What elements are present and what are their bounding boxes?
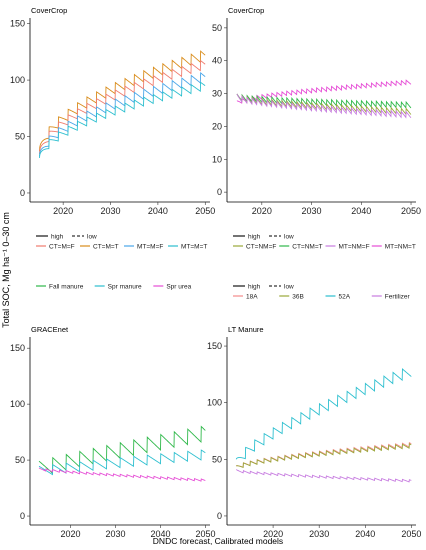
series-line-36B bbox=[235, 443, 412, 469]
legend-label: 36B bbox=[292, 294, 304, 301]
y-tick-label: 50 bbox=[212, 454, 222, 464]
y-tick-label: 30 bbox=[212, 89, 222, 99]
y-tick-label: 40 bbox=[212, 56, 222, 66]
legend-label: MT=NM=F bbox=[339, 244, 370, 251]
y-tick-label: 50 bbox=[15, 455, 25, 465]
legend-label: MT=M=T bbox=[181, 244, 207, 251]
x-tick-label: 2020 bbox=[60, 529, 80, 539]
legend-label: 18A bbox=[246, 294, 258, 301]
x-tick-label: 2020 bbox=[53, 206, 73, 216]
legend-high-label: high bbox=[51, 234, 64, 241]
y-tick-label: 50 bbox=[15, 132, 25, 142]
series-line-52A bbox=[235, 368, 412, 460]
x-tick-label: 2050 bbox=[401, 206, 421, 216]
series-line-MT=NM=F bbox=[236, 93, 412, 119]
panel-title: CoverCrop bbox=[31, 6, 67, 15]
y-tick-label: 100 bbox=[10, 75, 25, 85]
panel-3: GRACEnet 0 50 100 150 2020 2030 2040 2050 Fall ma… bbox=[10, 284, 216, 540]
y-tick-label: 0 bbox=[20, 511, 25, 521]
x-tick-label: 2020 bbox=[263, 529, 283, 539]
y-axis-title: Total SOC, Mg ha⁻¹ 0–30 cm bbox=[1, 212, 11, 328]
y-tick-label: 50 bbox=[212, 23, 222, 33]
legend-label: MT=NM=T bbox=[385, 244, 416, 251]
legend-low-label: low bbox=[284, 284, 294, 291]
legend-label: Fertilizer bbox=[385, 294, 411, 301]
legend-high-label: high bbox=[248, 234, 261, 241]
legend-label: 52A bbox=[339, 294, 351, 301]
x-tick-label: 2020 bbox=[252, 206, 272, 216]
legend-label: Spr manure bbox=[108, 284, 142, 291]
y-tick-label: 150 bbox=[207, 341, 222, 351]
series-line-MT=M=T bbox=[39, 81, 206, 159]
series-line-CT=NM=T bbox=[236, 93, 412, 109]
x-tick-label: 2050 bbox=[195, 529, 215, 539]
panel-title: GRACEnet bbox=[31, 325, 69, 334]
legend-3: Fall manure Spr manure Spr urea bbox=[36, 284, 192, 291]
panel-title: CoverCrop bbox=[228, 6, 264, 15]
y-tick-label: 0 bbox=[217, 187, 222, 197]
y-tick-label: 100 bbox=[10, 399, 25, 409]
y-tick-label: 0 bbox=[20, 188, 25, 198]
legend-4: high low 18A 36B 52A Fertilizer bbox=[233, 284, 411, 301]
legend-2: high low CT=NM=F CT=NM=T MT=NM=F MT=NM=T bbox=[233, 234, 416, 251]
x-tick-label: 2040 bbox=[148, 206, 168, 216]
y-tick-label: 150 bbox=[10, 343, 25, 353]
legend-label: CT=M=T bbox=[93, 244, 119, 251]
y-tick-label: 0 bbox=[217, 511, 222, 521]
y-tick-label: 20 bbox=[212, 121, 222, 131]
legend-1: high low CT=M=F CT=M=T MT=M=F MT=M=T bbox=[36, 234, 207, 251]
panel-4: LT Manure 0 50 100 150 2020 2030 2040 2050 high lo… bbox=[207, 284, 421, 540]
series-line-CT=NM=F bbox=[236, 93, 412, 116]
series-line-CT=M=T bbox=[39, 50, 206, 152]
legend-label: CT=NM=T bbox=[292, 244, 322, 251]
x-tick-label: 2040 bbox=[150, 529, 170, 539]
series-line-Fertilizer bbox=[235, 469, 412, 483]
series-line-CT=M=F bbox=[39, 59, 206, 155]
x-tick-label: 2050 bbox=[401, 529, 421, 539]
x-axis-title: DNDC forecast, Calibrated models bbox=[153, 536, 283, 546]
series-line-Fall manure bbox=[38, 425, 206, 475]
y-tick-label: 100 bbox=[207, 398, 222, 408]
series-line-Spr urea bbox=[38, 467, 206, 482]
legend-high-label: high bbox=[248, 284, 261, 291]
series-line-18A bbox=[235, 441, 412, 468]
x-tick-label: 2030 bbox=[302, 206, 322, 216]
x-tick-label: 2040 bbox=[351, 206, 371, 216]
legend-label: Spr urea bbox=[166, 284, 191, 291]
x-tick-label: 2030 bbox=[101, 206, 121, 216]
x-tick-label: 2040 bbox=[355, 529, 375, 539]
x-tick-label: 2050 bbox=[195, 206, 215, 216]
y-tick-label: 150 bbox=[10, 19, 25, 29]
legend-low-label: low bbox=[284, 234, 294, 241]
legend-label: CT=NM=F bbox=[246, 244, 276, 251]
legend-label: MT=M=F bbox=[137, 244, 163, 251]
panel-1: CoverCrop 0 50 100 150 2020 2030 2040 2050 high lo… bbox=[10, 6, 215, 251]
panel-title: LT Manure bbox=[228, 325, 264, 334]
y-tick-label: 10 bbox=[212, 154, 222, 164]
series-line-Spr manure bbox=[38, 449, 206, 476]
legend-low-label: low bbox=[87, 234, 97, 241]
series-line-MT=M=F bbox=[39, 71, 206, 157]
legend-label: Fall manure bbox=[49, 284, 84, 291]
x-tick-label: 2030 bbox=[105, 529, 125, 539]
series-line-MT=NM=T bbox=[236, 79, 412, 104]
x-tick-label: 2030 bbox=[309, 529, 329, 539]
legend-label: CT=M=F bbox=[49, 244, 75, 251]
